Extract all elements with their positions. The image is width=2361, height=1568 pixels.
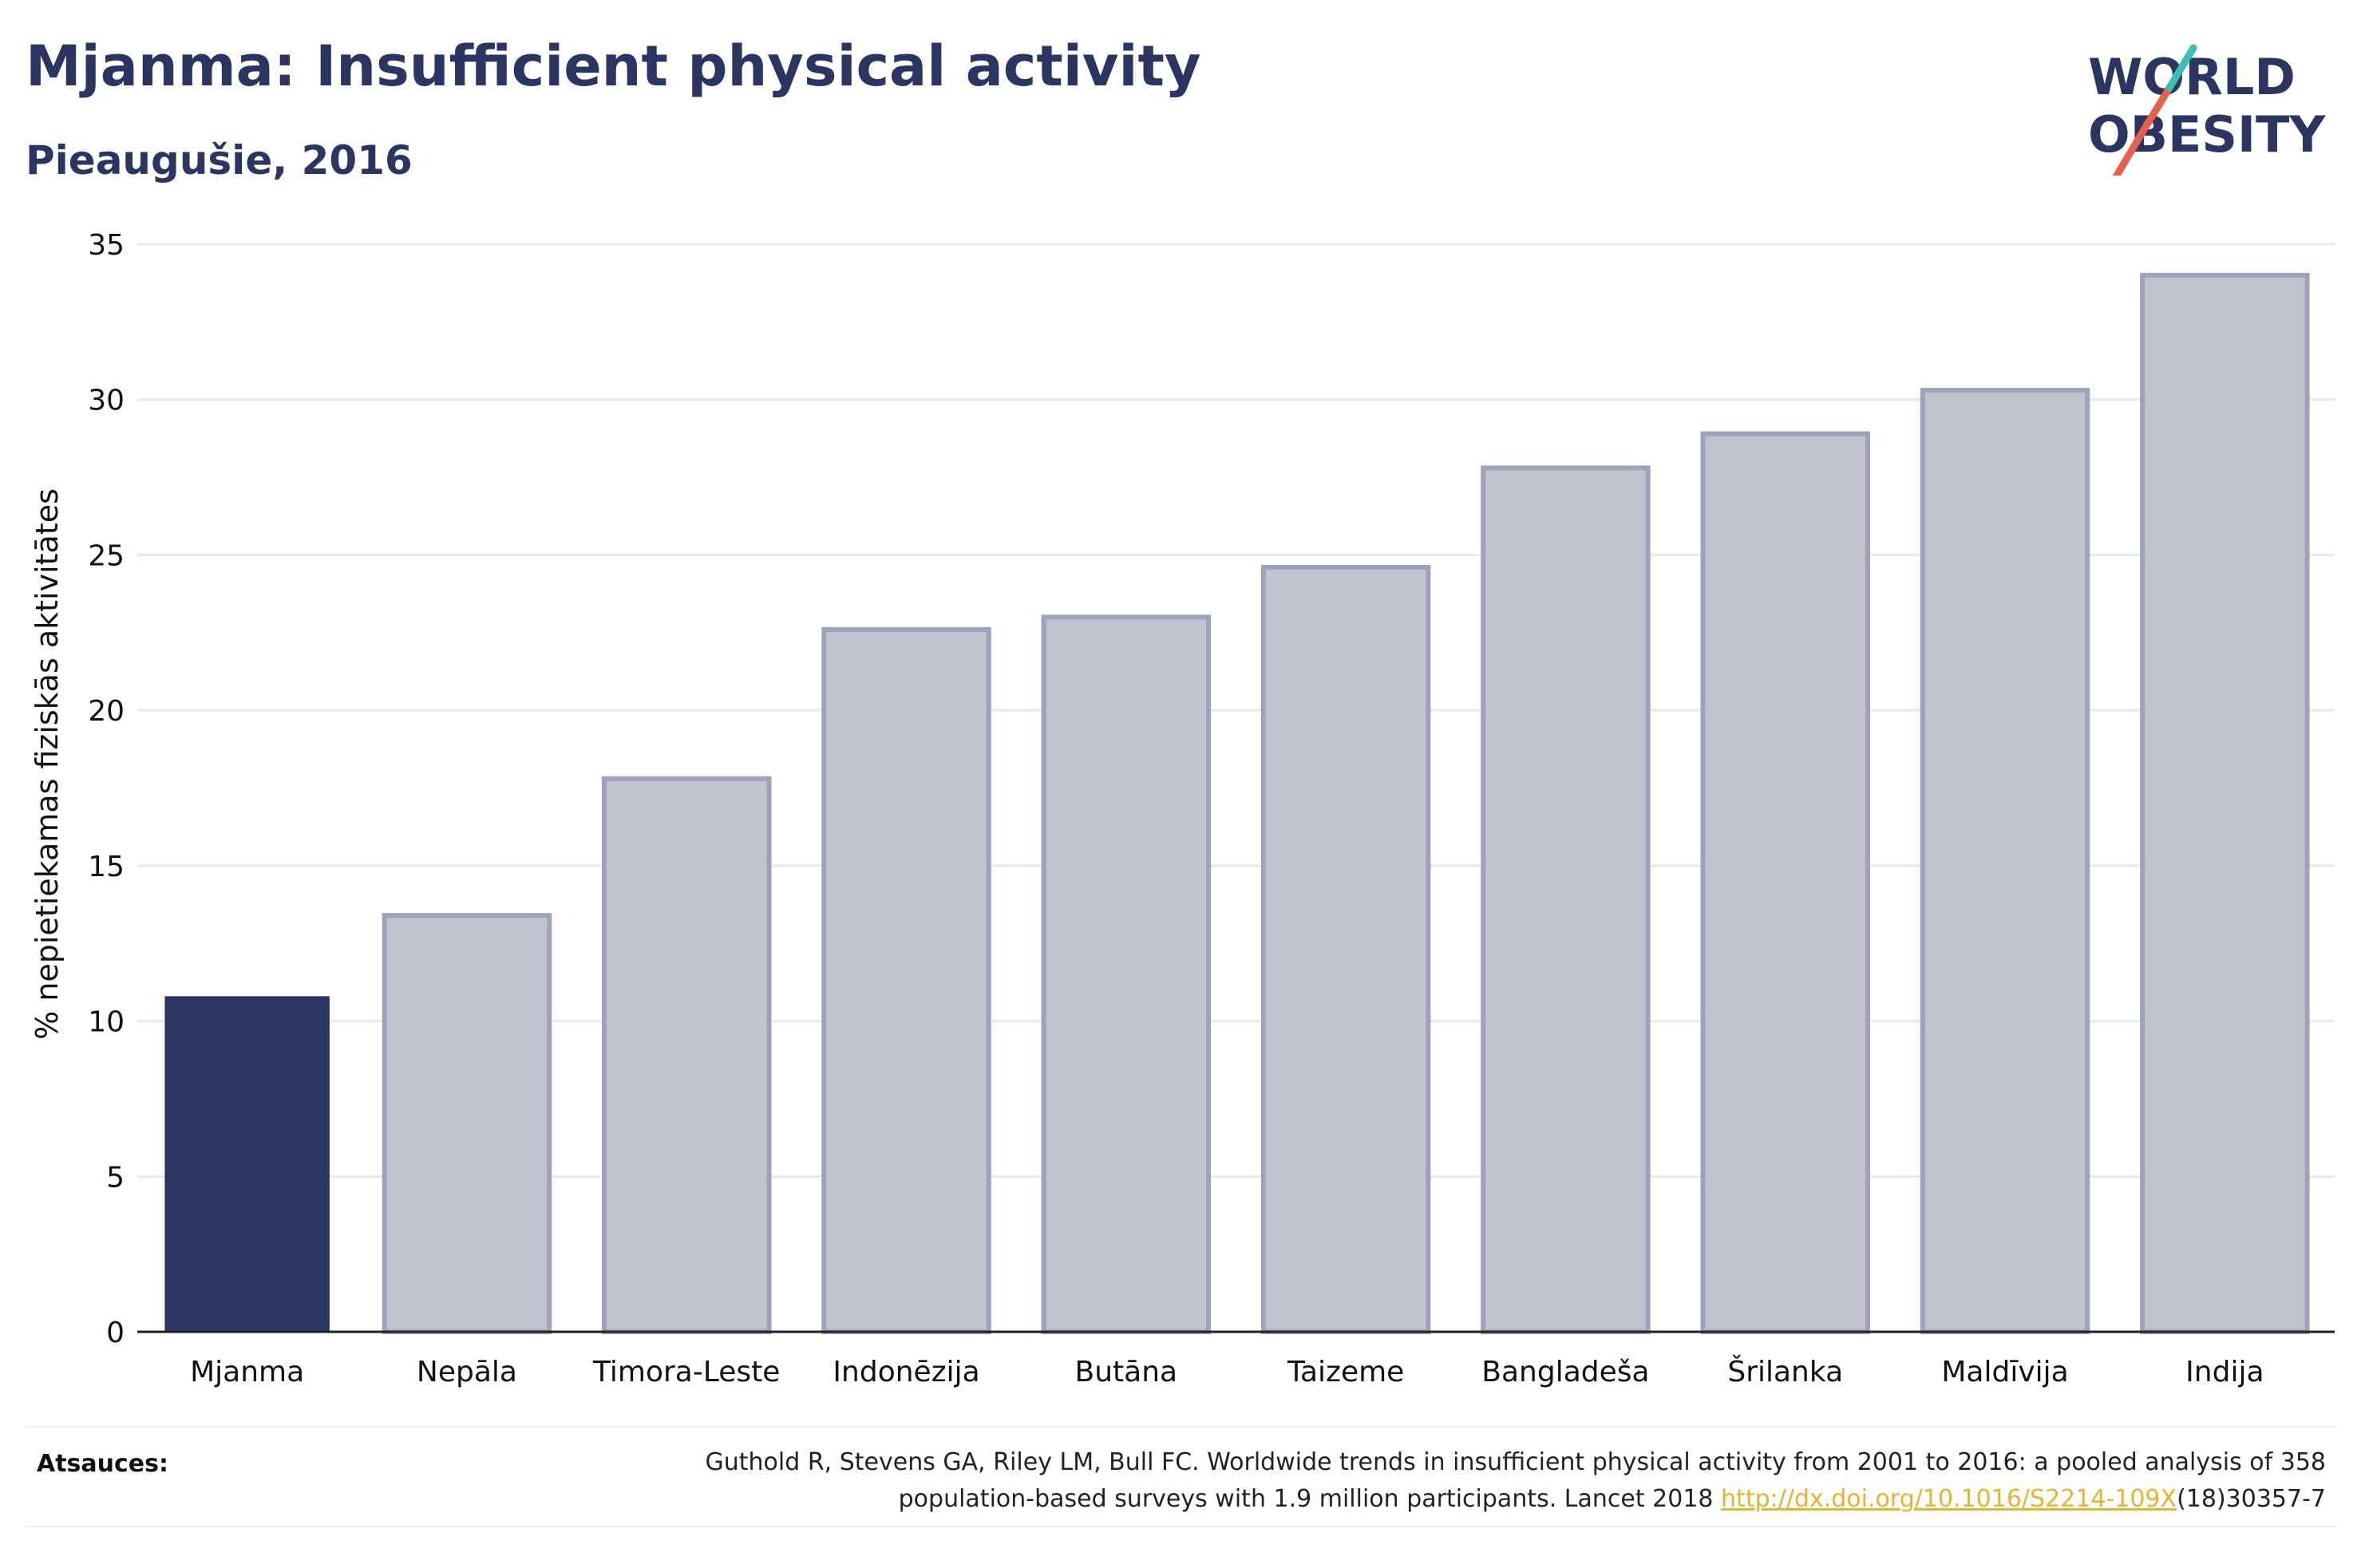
logo-slash-coral [2138, 84, 2173, 136]
x-tick-label: Butāna [1075, 1356, 1178, 1388]
logo-slash-coral-lower [2112, 128, 2146, 176]
bar-5 [1260, 565, 1431, 1334]
world-obesity-logo: WORLD OBESITY [2088, 44, 2326, 176]
bar-1 [382, 913, 552, 1335]
y-tick-label: 0 [106, 1317, 125, 1349]
citation: Guthold R, Stevens GA, Riley LM, Bull FC… [490, 1444, 2326, 1518]
chart-title: Mjanma: Insufficient physical activity [26, 34, 1201, 99]
x-tick-label: Taizeme [1287, 1356, 1404, 1388]
x-tick-label: Bangladeša [1481, 1356, 1649, 1388]
y-tick-label: 35 [88, 229, 125, 262]
x-tick-label: Maldīvija [1941, 1356, 2068, 1388]
logo-slash-teal [2165, 44, 2197, 92]
bar-2 [602, 776, 772, 1334]
x-tick-label: Indonēzija [832, 1356, 979, 1388]
x-tick-label: Indija [2185, 1356, 2264, 1388]
citation-doi-link[interactable]: http://dx.doi.org/10.1016/S2214-109X [1721, 1485, 2177, 1513]
x-tick-label: Šrilanka [1727, 1355, 1843, 1388]
bar-7 [1700, 431, 1870, 1335]
footer-divider-bottom [26, 1526, 2337, 1527]
tick-labels: 0 5 10 15 20 25 30 35 Mjanma Nepāla Timora-Leste In… [30, 229, 2264, 1388]
y-tick-label: 25 [88, 539, 125, 572]
bar-8 [1920, 388, 2090, 1335]
sources-label: Atsauces: [37, 1450, 168, 1478]
y-axis-label: % nepietiekamas fiziskās aktivitātes [30, 488, 65, 1040]
x-tick-label: Timora-Leste [592, 1356, 780, 1388]
citation-text: population-based surveys with 1.9 millio… [898, 1485, 1722, 1513]
y-tick-label: 10 [88, 1006, 125, 1039]
chart-subtitle: Pieaugušie, 2016 [26, 137, 413, 184]
x-tick-label: Mjanma [190, 1356, 304, 1388]
bar-3 [821, 626, 991, 1334]
x-tick-label: Nepāla [417, 1356, 517, 1388]
citation-line-2: population-based surveys with 1.9 millio… [490, 1481, 2326, 1518]
bar-chart: 0 5 10 15 20 25 30 35 Mjanma Nepāla Timora-Leste In… [30, 229, 2335, 1388]
bars [164, 272, 2310, 1335]
y-tick-label: 5 [106, 1161, 125, 1194]
bar-9 [2140, 272, 2310, 1334]
y-tick-label: 20 [88, 695, 125, 728]
citation-line-1: Guthold R, Stevens GA, Riley LM, Bull FC… [705, 1448, 2326, 1476]
citation-suffix: (18)30357-7 [2177, 1485, 2326, 1513]
bar-6 [1481, 465, 1651, 1334]
y-tick-label: 15 [88, 851, 125, 883]
bar-0 [164, 996, 330, 1332]
y-tick-label: 30 [88, 385, 125, 417]
bar-4 [1041, 614, 1212, 1334]
footer-divider-top [26, 1426, 2337, 1428]
